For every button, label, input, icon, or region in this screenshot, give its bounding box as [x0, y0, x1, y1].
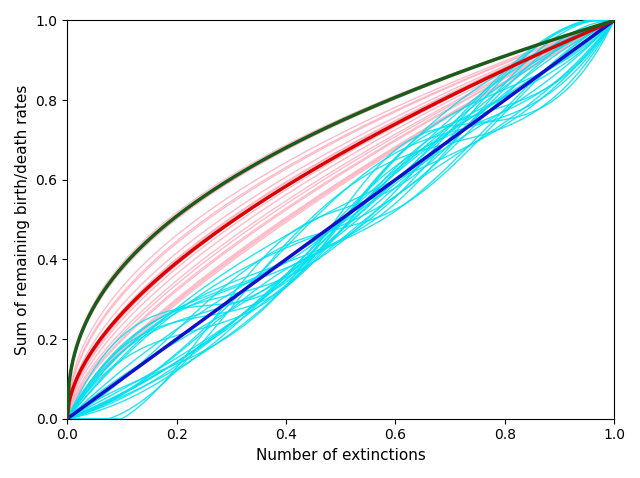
X-axis label: Number of extinctions: Number of extinctions	[256, 448, 426, 463]
Y-axis label: Sum of remaining birth/death rates: Sum of remaining birth/death rates	[15, 85, 30, 355]
